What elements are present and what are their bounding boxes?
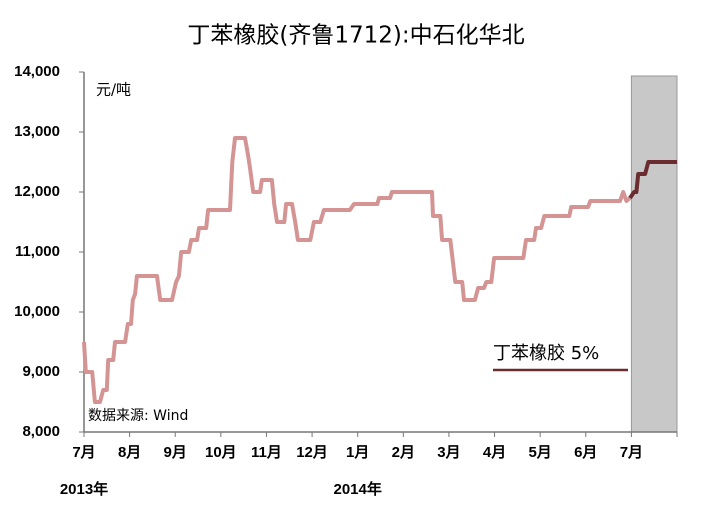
- y-tick-label: 12,000: [14, 183, 60, 200]
- x-tick-label: 1月: [346, 444, 369, 461]
- x-tick-label: 9月: [164, 444, 187, 461]
- chart-title: 丁苯橡胶(齐鲁1712):中石化华北: [187, 23, 524, 49]
- x-tick-label: 2月: [392, 444, 415, 461]
- x-tick-label: 4月: [483, 444, 506, 461]
- x-tick-label: 10月: [205, 444, 237, 461]
- x-tick-label: 6月: [574, 444, 597, 461]
- y-tick-label: 9,000: [22, 363, 60, 380]
- y-tick-label: 13,000: [14, 123, 60, 140]
- x-tick-label: 5月: [528, 444, 551, 461]
- forecast-shade: [630, 75, 678, 433]
- y-tick-label: 14,000: [14, 63, 60, 80]
- x-tick-label: 7月: [620, 444, 643, 461]
- y-tick-label: 11,000: [15, 243, 60, 260]
- y-tick-label: 8,000: [22, 423, 60, 440]
- x-tick-label: 11月: [251, 444, 282, 461]
- x-tick-label: 12月: [296, 444, 328, 461]
- source-note: 数据来源: Wind: [88, 408, 188, 424]
- legend-label: 丁苯橡胶 5%: [493, 343, 599, 364]
- price-line: [82, 136, 632, 404]
- year-label: 2014年: [334, 480, 382, 498]
- x-tick-label: 8月: [118, 444, 141, 461]
- unit-label: 元/吨: [96, 81, 131, 99]
- x-tick-label: 7月: [72, 444, 95, 461]
- y-tick-label: 10,000: [14, 303, 60, 320]
- x-tick-label: 3月: [437, 444, 460, 461]
- price-line: [628, 160, 677, 200]
- year-label: 2013年: [60, 480, 108, 498]
